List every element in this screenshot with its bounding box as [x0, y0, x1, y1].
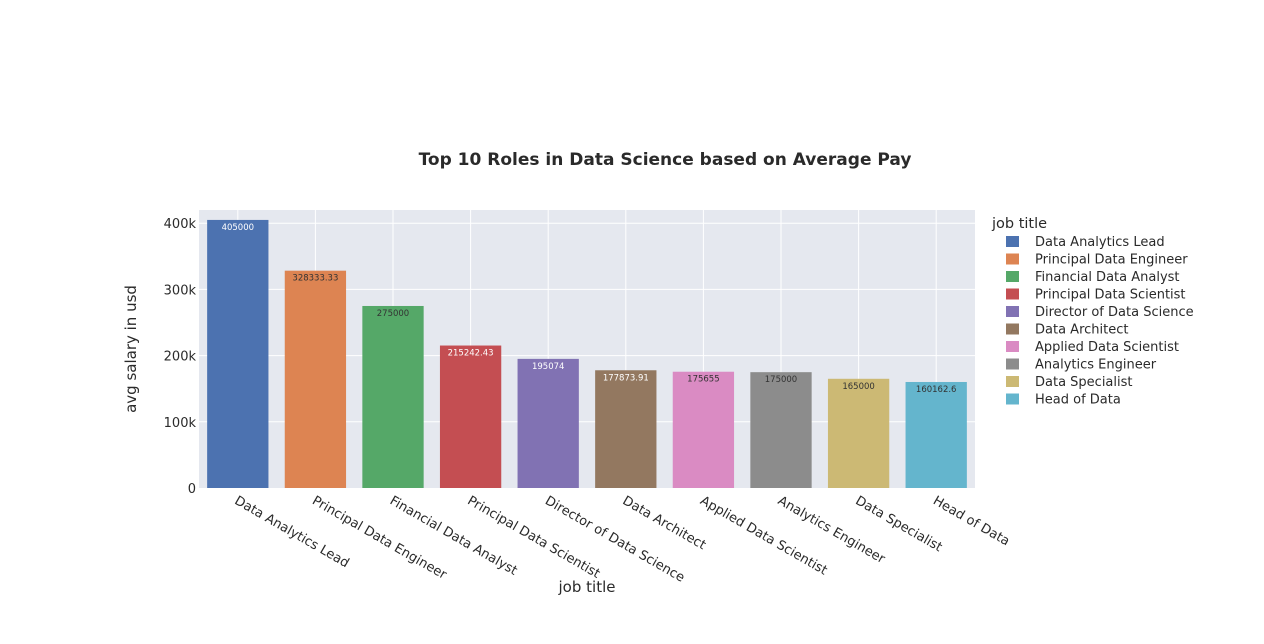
bar[interactable] — [517, 358, 579, 488]
legend-swatch — [1006, 341, 1019, 352]
legend-swatch — [1006, 358, 1019, 370]
legend-item-label[interactable]: Principal Data Engineer — [1035, 253, 1188, 268]
legend-swatch — [1006, 253, 1019, 265]
legend-item-label[interactable]: Analytics Engineer — [1035, 358, 1157, 373]
y-tick-label: 400k — [164, 217, 197, 232]
chart-title: Top 10 Roles in Data Science based on Av… — [419, 150, 912, 170]
y-tick-label: 0 — [188, 482, 196, 497]
bar[interactable] — [827, 378, 890, 488]
bar[interactable] — [362, 305, 424, 488]
bar-value-label: 175000 — [765, 375, 797, 385]
bar[interactable] — [439, 345, 502, 488]
legend-swatch — [1006, 376, 1019, 387]
bar-value-label: 177873.91 — [603, 373, 649, 383]
bar[interactable] — [284, 270, 347, 488]
x-tick-label: Director of Data Science — [542, 493, 687, 585]
bars — [207, 219, 967, 488]
legend-item-label[interactable]: Director of Data Science — [1035, 305, 1194, 320]
bar[interactable] — [207, 219, 269, 488]
legend-item-label[interactable]: Head of Data — [1035, 393, 1121, 408]
bar-value-label: 215242.43 — [448, 349, 494, 359]
bar-value-label: 275000 — [377, 309, 409, 319]
bar[interactable] — [905, 381, 967, 488]
x-tick-label: Principal Data Scientist — [465, 493, 603, 581]
y-tick-label: 100k — [164, 416, 197, 431]
legend-item-label[interactable]: Financial Data Analyst — [1035, 270, 1180, 285]
bar-value-label: 160162.6 — [916, 385, 957, 395]
legend-swatch — [1006, 393, 1019, 405]
legend-title: job title — [991, 216, 1047, 232]
legend-swatch — [1006, 271, 1019, 282]
y-tick-label: 200k — [164, 350, 197, 365]
legend-item-label[interactable]: Principal Data Scientist — [1035, 288, 1186, 303]
x-tick-label: Applied Data Scientist — [697, 493, 829, 578]
bar-value-label: 175655 — [687, 375, 719, 385]
legend: Data Analytics Lead Principal Data Engine… — [1006, 235, 1194, 408]
x-tick-label: Principal Data Engineer — [309, 493, 449, 583]
y-tick-label: 300k — [164, 283, 197, 298]
y-axis-title: avg salary in usd — [122, 285, 140, 413]
legend-swatch — [1006, 236, 1019, 247]
legend-swatch — [1006, 306, 1019, 317]
x-tick-label: Financial Data Analyst — [387, 493, 520, 578]
bar-value-label: 165000 — [842, 382, 874, 392]
legend-swatch — [1006, 323, 1019, 335]
y-axis-ticks: 0 100k 200k 300k 400k — [164, 217, 197, 497]
bar[interactable] — [750, 372, 812, 488]
bar[interactable] — [595, 370, 657, 488]
x-axis-title: job title — [558, 578, 616, 596]
legend-item-label[interactable]: Applied Data Scientist — [1035, 340, 1179, 355]
legend-item-label[interactable]: Data Specialist — [1035, 375, 1133, 390]
bar-value-labels: 405000 328333.33 275000 215242.43 195074 1778… — [222, 223, 957, 395]
legend-item-label[interactable]: Data Architect — [1035, 323, 1128, 338]
bar-value-label: 328333.33 — [292, 274, 338, 284]
bar[interactable] — [672, 371, 735, 488]
legend-swatch — [1006, 288, 1019, 300]
bar-value-label: 195074 — [532, 362, 564, 372]
legend-item-label[interactable]: Data Analytics Lead — [1035, 235, 1165, 250]
bar-value-label: 405000 — [222, 223, 254, 233]
